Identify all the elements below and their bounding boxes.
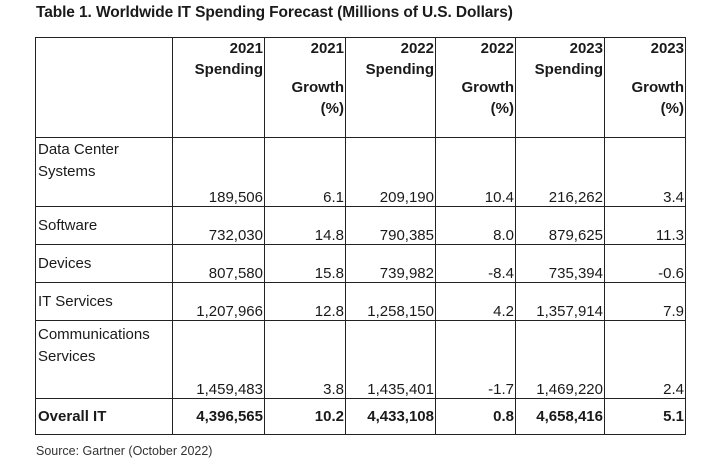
- row-label: Software: [35, 206, 173, 245]
- cell-value: -8.4: [435, 244, 516, 283]
- cell-value: 4,658,416: [515, 398, 605, 435]
- cell-value: 8.0: [435, 206, 516, 245]
- table-row: Devices 807,580 15.8 739,982 -8.4 735,39…: [35, 244, 686, 283]
- header-2021-growth: 2021 Growth (%): [264, 37, 346, 138]
- cell-value: 189,506: [172, 137, 265, 207]
- table-row: Data Center Systems 189,506 6.1 209,190 …: [35, 137, 686, 207]
- cell-value: 11.3: [604, 206, 686, 245]
- header-year: 2023: [569, 40, 603, 57]
- cell-value: 1,459,483: [172, 320, 265, 399]
- row-label: Devices: [35, 244, 173, 283]
- header-label-unit: (%): [660, 100, 684, 117]
- cell-value: 15.8: [264, 244, 346, 283]
- row-label-line: Communications: [38, 326, 150, 343]
- cell-value: 209,190: [345, 137, 436, 207]
- cell-value: 4.2: [435, 282, 516, 321]
- header-year: 2022: [400, 40, 434, 57]
- cell-value: 879,625: [515, 206, 605, 245]
- row-label-line: Overall IT: [38, 407, 107, 425]
- cell-value: 0.8: [435, 398, 516, 435]
- cell-value: 1,435,401: [345, 320, 436, 399]
- header-year: 2021: [229, 40, 263, 57]
- cell-value: 6.1: [264, 137, 346, 207]
- row-label: Communications Services: [35, 320, 173, 399]
- row-label: Data Center Systems: [35, 137, 173, 207]
- cell-value: 739,982: [345, 244, 436, 283]
- cell-value: 10.4: [435, 137, 516, 207]
- cell-value: 3.4: [604, 137, 686, 207]
- header-label: Spending: [534, 61, 603, 78]
- cell-value: 14.8: [264, 206, 346, 245]
- header-year: 2021: [310, 40, 344, 57]
- row-label-line: Systems: [38, 163, 96, 180]
- header-row: 2021 Spending 2021 Growth (%) 2022 Spend…: [35, 37, 686, 138]
- cell-value: 790,385: [345, 206, 436, 245]
- cell-value: 3.8: [264, 320, 346, 399]
- cell-value: -0.6: [604, 244, 686, 283]
- header-2023-spending: 2023 Spending: [515, 37, 605, 138]
- table-title: Table 1. Worldwide IT Spending Forecast …: [36, 4, 513, 21]
- header-label: Growth: [631, 79, 685, 96]
- cell-value: 4,433,108: [345, 398, 436, 435]
- row-label-line: Devices: [38, 254, 92, 272]
- header-2021-spending: 2021 Spending: [172, 37, 265, 138]
- row-label: IT Services: [35, 282, 173, 321]
- cell-value: 1,258,150: [345, 282, 436, 321]
- header-2023-growth: 2023 Growth (%): [604, 37, 686, 138]
- cell-value: 7.9: [604, 282, 686, 321]
- total-row: Overall IT 4,396,565 10.2 4,433,108 0.8 …: [35, 398, 686, 435]
- header-label-unit: (%): [320, 100, 344, 117]
- row-label: Overall IT: [35, 398, 173, 435]
- table-row: Software 732,030 14.8 790,385 8.0 879,62…: [35, 206, 686, 245]
- header-label: Growth: [291, 79, 345, 96]
- cell-value: 4,396,565: [172, 398, 265, 435]
- cell-value: 5.1: [604, 398, 686, 435]
- cell-value: 1,469,220: [515, 320, 605, 399]
- cell-value: 1,357,914: [515, 282, 605, 321]
- row-label-line: Software: [38, 216, 98, 234]
- header-label: Spending: [365, 61, 434, 78]
- cell-value: 10.2: [264, 398, 346, 435]
- header-2022-growth: 2022 Growth (%): [435, 37, 516, 138]
- cell-value: 1,207,966: [172, 282, 265, 321]
- row-label-line: Data Center: [38, 141, 119, 158]
- cell-value: 732,030: [172, 206, 265, 245]
- table-row: Communications Services 1,459,483 3.8 1,…: [35, 320, 686, 399]
- header-label: Growth: [461, 79, 515, 96]
- row-label-line: Services: [38, 348, 96, 365]
- source-note: Source: Gartner (October 2022): [36, 444, 213, 458]
- it-spending-table: 2021 Spending 2021 Growth (%) 2022 Spend…: [35, 37, 686, 435]
- cell-value: 2.4: [604, 320, 686, 399]
- cell-value: 735,394: [515, 244, 605, 283]
- header-year: 2022: [480, 40, 514, 57]
- header-label: Spending: [194, 61, 263, 78]
- header-label-unit: (%): [490, 100, 514, 117]
- cell-value: 216,262: [515, 137, 605, 207]
- cell-value: 807,580: [172, 244, 265, 283]
- header-empty-cell: [35, 37, 173, 138]
- table-row: IT Services 1,207,966 12.8 1,258,150 4.2…: [35, 282, 686, 321]
- cell-value: -1.7: [435, 320, 516, 399]
- row-label-line: IT Services: [38, 292, 113, 310]
- cell-value: 12.8: [264, 282, 346, 321]
- header-year: 2023: [650, 40, 684, 57]
- header-2022-spending: 2022 Spending: [345, 37, 436, 138]
